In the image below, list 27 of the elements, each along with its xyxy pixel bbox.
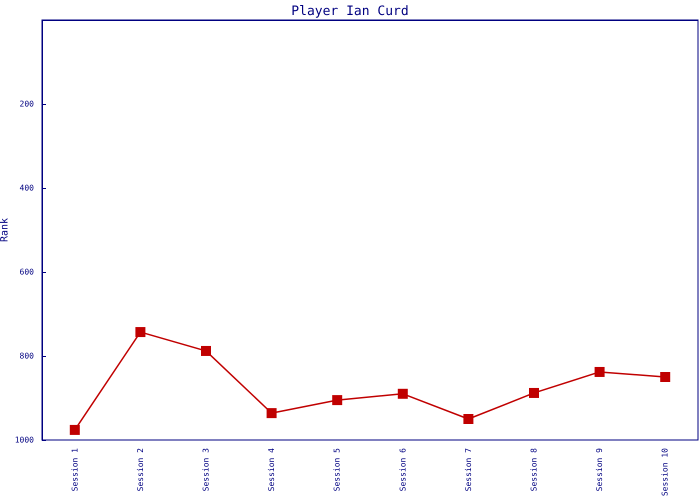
y-tick-label: 400 (20, 184, 34, 192)
x-tick-label: Session 8 (530, 448, 538, 492)
y-axis-title: Rank (0, 218, 10, 242)
point (266, 408, 277, 418)
point (398, 388, 408, 399)
point (529, 388, 539, 398)
point (135, 327, 146, 338)
point (660, 372, 670, 382)
x-tick-label: Session 6 (398, 448, 408, 492)
y-tick-label: 600 (20, 268, 34, 276)
x-tick-label: Session 7 (464, 448, 473, 492)
point (594, 366, 605, 377)
x-tick-label: Session 4 (267, 448, 276, 492)
y-tick-label: 800 (20, 352, 34, 360)
chart-title: Player Ian Curd (291, 4, 409, 19)
x-tick-label: Session 9 (595, 448, 604, 492)
x-tick-label: Session 5 (332, 448, 342, 492)
x-tick-label: Session 3 (202, 448, 210, 492)
x-tick-label: Session 10 (660, 448, 670, 496)
point (332, 395, 342, 406)
x-tick-label: Session 2 (136, 448, 145, 492)
y-tick-label: 1000 (14, 436, 34, 444)
point (70, 424, 80, 435)
point (201, 346, 211, 356)
point (463, 414, 474, 424)
x-tick-label: Session 1 (70, 448, 80, 492)
y-tick-label: 200 (20, 100, 34, 108)
